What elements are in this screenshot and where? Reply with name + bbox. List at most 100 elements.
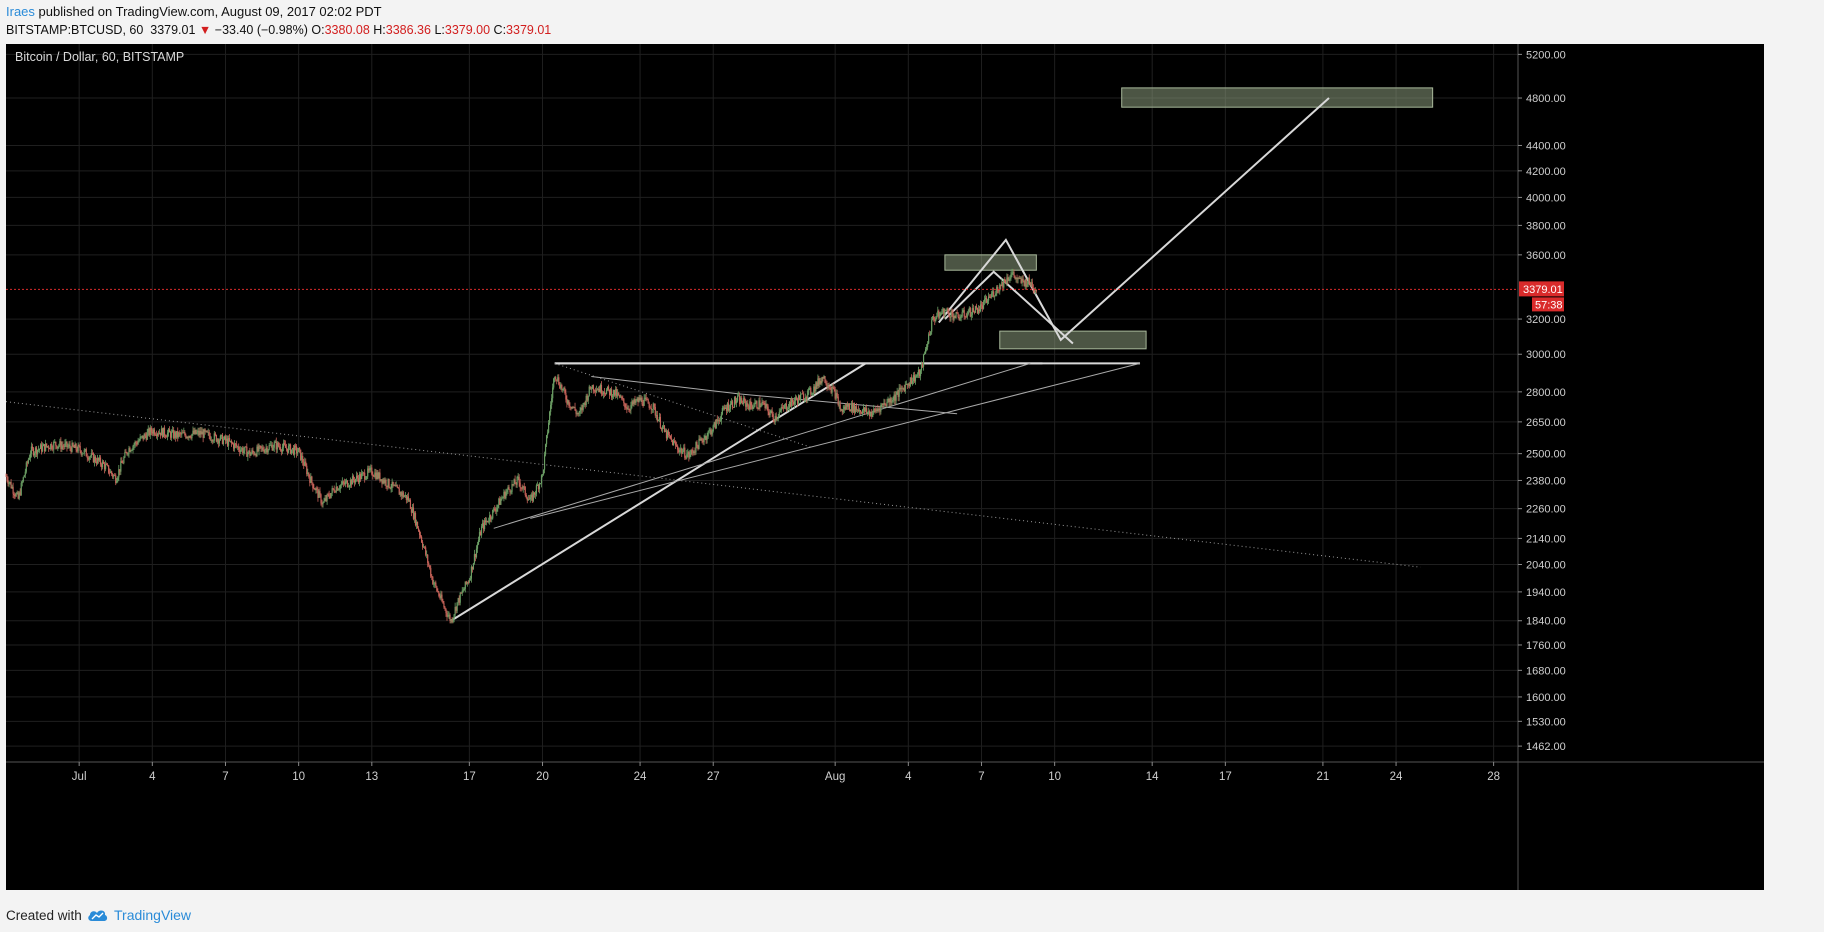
author-link[interactable]: Iraes <box>6 4 35 19</box>
candle-body <box>188 435 190 438</box>
candle-body <box>722 407 724 409</box>
candle-body <box>318 491 320 498</box>
candle-body <box>267 449 269 453</box>
candle-body <box>193 430 195 434</box>
candle-body <box>199 430 201 435</box>
candle-body <box>479 532 482 536</box>
candle-body <box>627 408 629 410</box>
candle-body <box>403 496 405 498</box>
candle-body <box>883 402 885 405</box>
candle-body <box>669 435 672 439</box>
candle-body <box>973 312 975 313</box>
candle-body <box>780 407 782 411</box>
candle-body <box>1024 279 1026 287</box>
candle-body <box>742 402 744 405</box>
candle-body <box>229 440 232 442</box>
candle-body <box>561 384 563 390</box>
candle-body <box>350 479 353 485</box>
candle-body <box>246 446 248 457</box>
candle-body <box>919 370 922 377</box>
candle-body <box>677 446 679 450</box>
candle-body <box>771 410 773 415</box>
candle-body <box>329 496 331 498</box>
candle-body <box>96 457 99 464</box>
candle-body <box>284 444 287 448</box>
candle-body <box>447 615 449 617</box>
price-chart[interactable]: 5200.00 4800.00 4400.00 4200.00 4000.00 3800.… <box>0 42 1824 900</box>
tradingview-brand[interactable]: TradingView <box>87 906 191 924</box>
candle-body <box>888 398 890 403</box>
candle-body <box>509 489 511 493</box>
candle-body <box>795 397 798 400</box>
candle-body <box>778 412 780 417</box>
candle-body <box>937 310 939 317</box>
candle-body <box>183 431 185 434</box>
candle-body <box>441 594 443 601</box>
candle-body <box>958 316 960 320</box>
candle-body <box>235 443 237 445</box>
candle-body <box>917 369 920 375</box>
candle-body <box>57 446 59 449</box>
candle-body <box>1005 282 1007 284</box>
candle-body <box>321 503 323 505</box>
candle-body <box>323 500 325 503</box>
candle-body <box>982 301 985 309</box>
candle-body <box>511 484 513 492</box>
price-tick-label: 1760.00 <box>1526 640 1566 652</box>
chart-container[interactable]: 5200.00 4800.00 4400.00 4200.00 4000.00 3800.… <box>0 42 1824 900</box>
candle-body <box>686 454 688 459</box>
candle-body <box>529 497 531 500</box>
candle-body <box>589 386 591 389</box>
candle-body <box>534 493 537 495</box>
candle-body <box>191 433 193 439</box>
candle-body <box>275 441 277 450</box>
candle-body <box>261 447 263 449</box>
candle-body <box>228 438 231 442</box>
candle-body <box>803 393 805 401</box>
drawing-tools[interactable] <box>5 87 1434 622</box>
price-tick-label: 4800.00 <box>1526 93 1566 105</box>
candle-body <box>814 386 816 392</box>
candle-body <box>486 520 488 523</box>
trend-line <box>530 362 1141 519</box>
candle-body <box>483 520 486 530</box>
candle-body <box>203 429 205 438</box>
candle-body <box>151 431 153 434</box>
candle-body <box>963 310 965 317</box>
candle-body <box>390 488 392 489</box>
candle-body <box>443 603 445 608</box>
axes: 5200.00 4800.00 4400.00 4200.00 4000.00 3800.… <box>6 44 1764 890</box>
candle-body <box>824 376 826 383</box>
candle-body <box>254 454 256 456</box>
candle-body <box>908 383 910 386</box>
candle-body <box>999 284 1001 292</box>
candle-body <box>204 429 206 432</box>
candle-body <box>887 398 889 402</box>
candle-body <box>361 473 363 480</box>
candle-body <box>989 296 991 298</box>
candle-body <box>355 475 358 480</box>
candle-body <box>582 403 584 410</box>
candle-body <box>759 400 761 408</box>
candle-body <box>205 430 207 432</box>
candle-body <box>394 485 396 487</box>
candle-body <box>138 440 140 442</box>
candle-body <box>716 419 718 422</box>
candle-body <box>70 447 72 452</box>
candle-body <box>89 456 91 458</box>
candle-body <box>82 453 84 455</box>
time-tick-label: Jul <box>72 771 87 783</box>
price-tick-label: 1462.00 <box>1526 741 1566 753</box>
candle-body <box>802 393 804 395</box>
candle-body <box>477 540 480 545</box>
candle-body <box>237 446 239 448</box>
candle-body <box>858 410 861 412</box>
candle-body <box>365 478 367 480</box>
candle-body <box>950 311 952 318</box>
candle-body <box>830 388 832 393</box>
candle-body <box>577 413 579 415</box>
candle-body <box>69 444 71 448</box>
candle-body <box>68 444 70 447</box>
candle-body <box>343 482 345 485</box>
candle-body <box>849 409 852 411</box>
